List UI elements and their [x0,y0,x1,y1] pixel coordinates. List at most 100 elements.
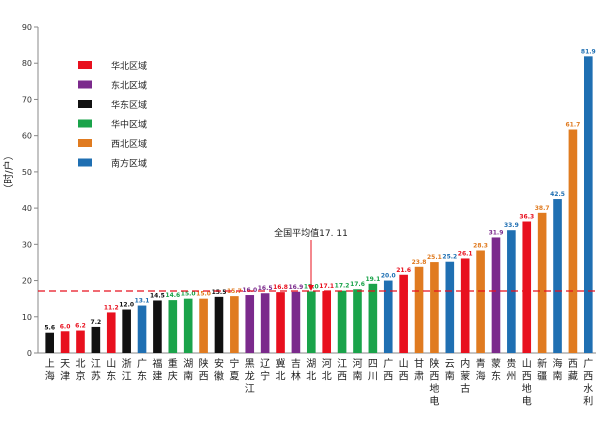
legend-swatch [78,61,92,69]
bar-value-label: 23.8 [412,259,427,266]
national-average-arrowhead [308,285,314,292]
bar-value-label: 19.1 [365,276,380,283]
bar-value-label: 6.2 [75,323,86,330]
bar [183,298,193,353]
bar [322,291,332,353]
x-tick-label: 青海 [476,357,486,383]
bar [60,331,70,353]
bar [245,295,255,353]
x-tick-label: 江苏 [91,358,101,383]
legend-label: 华中区域 [111,119,147,131]
x-tick-label: 山西地电 [522,358,532,408]
x-tick-label: 福建 [152,357,162,383]
bar [214,296,224,353]
legend-label: 华北区域 [111,60,147,72]
bar [276,292,285,353]
legend-label: 华东区域 [111,99,147,111]
x-tick-label: 陕西 [199,357,209,383]
bar-value-label: 61.7 [566,122,581,129]
chart-axes: 0 10 20 30 40 50 60 70 80 90 [22,23,596,358]
bar [153,300,162,353]
x-tick-label: 辽宁 [260,358,270,383]
x-tick-label: 新疆 [537,357,547,383]
y-tick-label: 90 [22,23,32,32]
legend-label: 东北区域 [111,80,147,92]
bar-value-label: 20.0 [381,273,396,280]
bar-value-label: 38.7 [535,205,550,212]
bar-value-label: 15.0 [196,291,211,298]
bar-value-label: 17.2 [335,283,350,290]
y-tick-label: 0 [27,349,32,358]
x-tick-label: 天津 [60,359,70,383]
bar-value-label: 13.1 [135,298,150,305]
bar [368,283,378,353]
bar [399,274,408,353]
legend-swatch [78,80,92,89]
y-axis-label: （时/户） [2,150,15,193]
x-tick-label: 浙江 [122,358,132,383]
x-tick-label: 北京 [75,358,85,383]
bar-value-label: 81.9 [581,48,596,55]
y-tick-label: 20 [22,277,32,286]
x-tick-label: 江西 [337,358,347,383]
bar-value-label: 42.5 [550,191,565,198]
x-tick-label: 冀北 [276,357,286,383]
bar-value-label: 5.6 [44,325,55,332]
x-tick-label: 四川 [368,359,378,383]
x-tick-label: 河南 [352,358,362,383]
bar [291,291,301,353]
bar-value-label: 15.5 [212,289,227,296]
x-tick-label: 贵州 [506,357,516,383]
y-tick-label: 40 [22,204,32,213]
bar-value-label: 28.3 [473,242,488,249]
bar [45,332,55,353]
legend-label: 西北区域 [111,138,147,150]
x-tick-label: 内蒙古 [460,357,470,395]
bar [122,309,131,353]
x-tick-label: 蒙东 [491,357,501,383]
bar-value-label: 15.0 [181,291,196,298]
y-tick-label: 80 [22,59,32,68]
x-tick-label: 安徽 [214,357,224,383]
legend-swatch [78,100,92,108]
bar [137,305,147,353]
legend-label: 南方区域 [111,158,147,170]
bar [537,212,547,353]
bar-value-label: 15.7 [227,288,242,295]
bar [522,221,532,353]
bar-value-label: 31.9 [489,229,504,236]
x-tick-label: 吉林 [291,358,301,383]
legend-swatch [78,139,92,147]
x-tick-label: 山东 [106,358,116,383]
bar [76,330,85,353]
bar-value-label: 16.8 [273,284,288,291]
x-tick-label: 广东 [137,358,147,383]
national-average-label: 全国平均值17. 11 [274,227,348,239]
y-tick-label: 70 [22,95,32,104]
bar-value-label: 21.6 [396,267,411,274]
x-tick-label: 广西 [383,358,393,383]
bar-value-label: 7.2 [91,319,102,326]
bar [168,300,178,353]
bar-value-label: 17.1 [319,283,334,290]
bar-value-label: 25.1 [427,254,442,261]
bar [260,293,270,353]
x-tick-label: 上海 [45,358,55,383]
bar-value-label: 17.6 [350,281,365,288]
bar [414,266,424,353]
x-tick-label: 云南 [445,359,455,383]
y-tick-label: 10 [22,313,32,322]
bar [583,56,593,354]
x-tick-label: 山西 [399,358,409,383]
bar-value-label: 16.5 [258,285,273,292]
bar [476,250,485,353]
x-tick-label: 甘肃 [414,357,424,383]
bar-value-label: 26.1 [458,250,473,257]
bar [460,258,470,353]
y-tick-label: 60 [22,132,32,141]
bar [553,199,562,353]
x-tick-label: 湖南 [183,358,193,383]
bar [445,261,455,353]
bar [568,129,578,353]
